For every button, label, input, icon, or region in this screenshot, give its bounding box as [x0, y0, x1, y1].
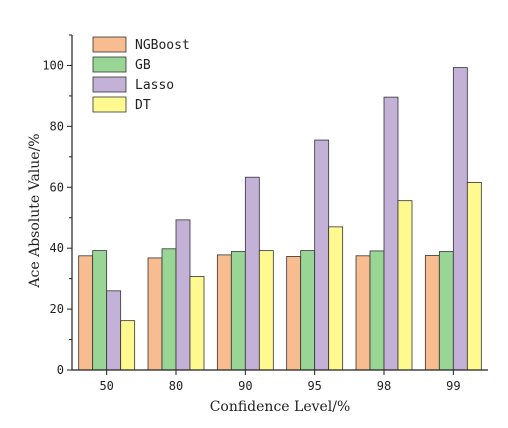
legend-swatch-lasso: [92, 76, 127, 93]
y-axis-title: Ace Absolute Value/%: [27, 133, 43, 288]
legend: NGBoost GB Lasso DT: [92, 36, 190, 113]
bar-dt-80: [189, 276, 205, 371]
bar-dt-95: [328, 226, 344, 371]
bar-lasso-98: [383, 96, 399, 371]
y-tick-label: 60: [50, 180, 64, 194]
legend-swatch-ngboost: [92, 36, 127, 53]
bar-gb-50: [92, 250, 108, 371]
x-tick-label: 98: [377, 379, 391, 393]
bar-ngboost-95: [286, 256, 302, 371]
bar-ngboost-50: [78, 255, 94, 371]
x-axis-title: Confidence Level/%: [210, 399, 351, 415]
x-tick-labels: 50 80 90 95 98 99: [99, 379, 460, 393]
bar-gb-90: [230, 251, 246, 371]
bar-lasso-99: [452, 67, 468, 371]
bar-ngboost-98: [355, 255, 371, 371]
bar-lasso-95: [314, 139, 330, 371]
bar-gb-98: [369, 250, 385, 371]
bar-dt-50: [120, 320, 136, 371]
bar-ngboost-80: [147, 257, 163, 371]
x-tick-label: 99: [446, 379, 460, 393]
bar-dt-98: [397, 200, 413, 371]
bar-gb-99: [438, 251, 454, 371]
bars-group: [78, 67, 482, 371]
axes-group: [67, 34, 488, 375]
legend-label-lasso: Lasso: [135, 78, 174, 93]
y-tick-label: 80: [50, 119, 64, 133]
legend-swatch-gb: [92, 56, 127, 73]
bar-lasso-50: [106, 290, 122, 371]
x-tick-label: 50: [99, 379, 113, 393]
bar-dt-90: [258, 250, 274, 371]
x-tick-label: 80: [169, 379, 183, 393]
y-tick-label: 20: [50, 302, 64, 316]
bar-gb-95: [300, 250, 316, 371]
legend-label-gb: GB: [135, 58, 151, 73]
x-tick-label: 90: [238, 379, 252, 393]
bar-ngboost-99: [424, 255, 440, 371]
legend-label-dt: DT: [135, 98, 151, 113]
y-tick-label: 100: [42, 58, 64, 72]
y-tick-label: 0: [57, 363, 64, 377]
bar-dt-99: [466, 181, 482, 371]
legend-label-ngboost: NGBoost: [135, 38, 190, 53]
bar-gb-80: [161, 248, 177, 371]
y-tick-label: 40: [50, 241, 64, 255]
bar-ngboost-90: [216, 254, 232, 371]
y-tick-labels: 0 20 40 60 80 100: [42, 58, 64, 377]
bar-lasso-90: [244, 176, 260, 371]
legend-swatch-dt: [92, 96, 127, 113]
x-tick-label: 95: [307, 379, 321, 393]
bar-lasso-80: [175, 219, 191, 371]
